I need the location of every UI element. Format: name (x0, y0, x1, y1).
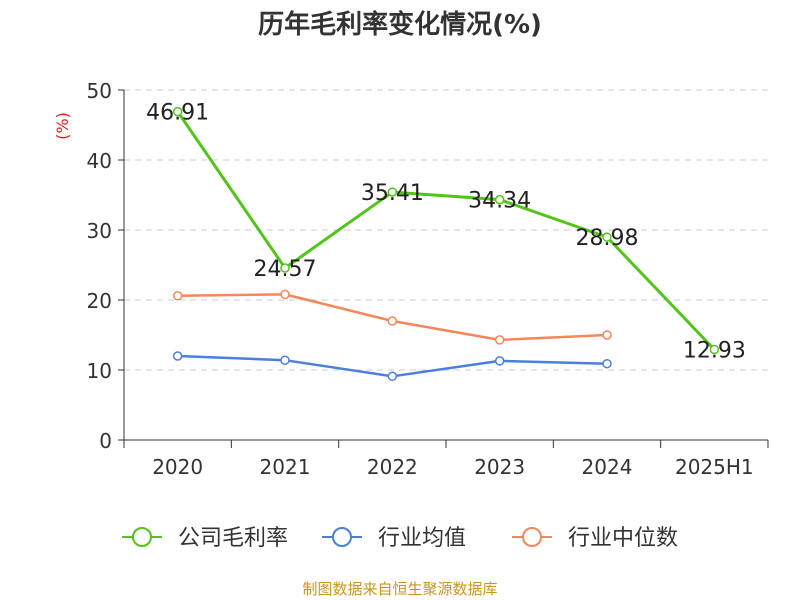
series-lines (172, 106, 720, 382)
legend-label: 行业中位数 (568, 526, 678, 551)
legend-label: 公司毛利率 (178, 526, 288, 551)
legend-swatch-marker (332, 527, 352, 547)
data-point (387, 371, 398, 382)
legend: 公司毛利率 行业均值 行业中位数 (122, 526, 678, 551)
y-tick-label: 30 (87, 219, 112, 243)
data-point (172, 351, 183, 361)
data-labels: 46.91 24.57 35.41 34.34 28.98 12.93 (146, 101, 746, 364)
y-tick-label: 10 (87, 359, 112, 383)
x-tick-label: 2024 (582, 455, 633, 479)
x-tick-label: 2025H1 (675, 455, 754, 479)
data-point (602, 358, 612, 369)
data-point (387, 187, 398, 197)
source-note: 制图数据来自恒生聚源数据库 (302, 580, 498, 598)
data-label: 46.91 (146, 101, 209, 126)
data-point (172, 291, 183, 301)
data-point (602, 330, 612, 340)
data-label: 28.98 (576, 226, 639, 251)
data-label: 24.57 (254, 257, 317, 282)
data-label: 34.34 (468, 189, 531, 214)
grid-lines (124, 89, 768, 371)
data-point (494, 194, 505, 205)
data-point (709, 344, 720, 355)
data-point (494, 356, 505, 366)
x-tick-label: 2021 (260, 455, 311, 479)
data-point (602, 232, 612, 242)
legend-swatch-marker (132, 527, 152, 547)
data-label: 12.93 (683, 338, 746, 363)
chart-title: 历年毛利率变化情况(%) (258, 10, 542, 40)
legend-swatch-marker (522, 527, 542, 547)
y-tick-label: 50 (87, 79, 112, 103)
legend-label: 行业均值 (378, 526, 466, 551)
axes: 0 10 20 30 40 50 (%) 2020 2021 2022 2023 2024 2025H1 (53, 79, 769, 479)
data-label: 35.41 (361, 181, 424, 206)
y-tick-label: 40 (87, 149, 112, 173)
data-point (280, 355, 290, 365)
x-tick-label: 2020 (152, 455, 203, 479)
x-tick-label: 2023 (474, 455, 525, 479)
data-point (172, 106, 183, 117)
data-point (280, 263, 290, 273)
x-tick-label: 2022 (367, 455, 418, 479)
data-point (494, 335, 505, 345)
data-point (387, 316, 398, 326)
y-tick-label: 0 (99, 429, 112, 453)
y-axis-label: (%) (53, 112, 72, 140)
y-tick-label: 20 (87, 289, 112, 313)
data-point (280, 289, 290, 300)
series-line (176, 110, 716, 351)
